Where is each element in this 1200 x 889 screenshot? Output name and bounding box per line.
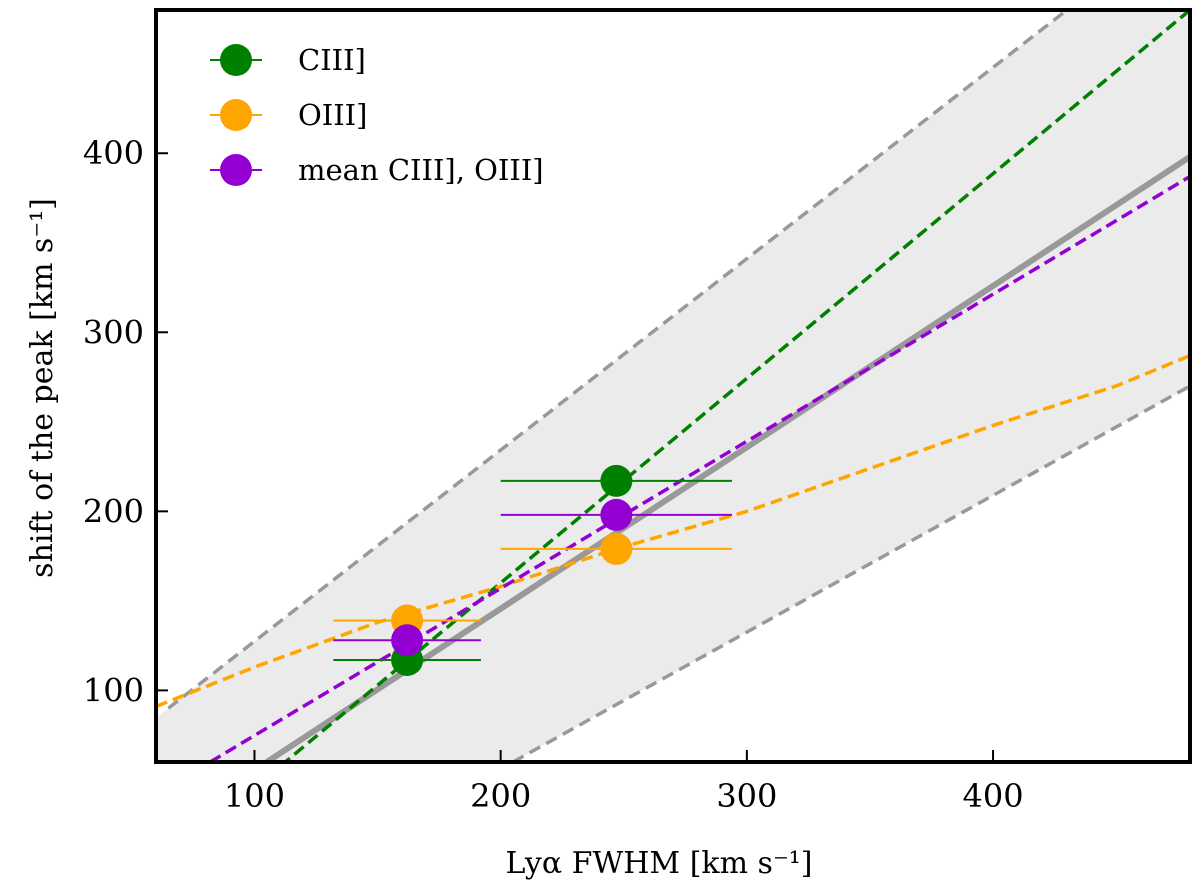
marker-series-0-point-1 bbox=[600, 464, 633, 497]
relation-band bbox=[156, 10, 1190, 762]
x-axis-title: Lyα FWHM [km s⁻¹] bbox=[505, 846, 812, 881]
marker-series-2-point-1 bbox=[600, 498, 633, 531]
relation-band-lower bbox=[512, 384, 1190, 762]
y-tick-label-2: 300 bbox=[83, 313, 144, 351]
marker-series-1-point-1 bbox=[600, 532, 633, 565]
legend-label-2: mean CIII], OIII] bbox=[298, 153, 544, 187]
legend-marker-0 bbox=[220, 44, 252, 76]
x-tick-label-1: 200 bbox=[470, 777, 531, 815]
y-tick-label-1: 200 bbox=[83, 492, 144, 530]
plot-frame bbox=[154, 8, 1192, 764]
x-tick-label-0: 100 bbox=[224, 777, 285, 815]
plot-area bbox=[156, 10, 1190, 762]
fit-line-series-1 bbox=[156, 353, 1190, 709]
legend-label-1: OIII] bbox=[298, 98, 367, 132]
y-tick-label-0: 100 bbox=[83, 671, 144, 709]
x-tick-label-2: 300 bbox=[716, 777, 777, 815]
marker-series-2-point-0 bbox=[391, 624, 424, 657]
axis-ticks: 100 200 300 400 100 200 300 400 bbox=[83, 134, 1024, 815]
fit-line-series-0 bbox=[282, 10, 1190, 762]
fit-line-series-2 bbox=[209, 174, 1190, 762]
y-tick-label-3: 400 bbox=[83, 134, 144, 172]
legend-label-0: CIII] bbox=[298, 43, 366, 77]
legend-marker-2 bbox=[220, 154, 252, 186]
x-tick-label-3: 400 bbox=[963, 777, 1024, 815]
legend-marker-1 bbox=[220, 99, 252, 131]
legend: CIII] OIII] mean CIII], OIII] bbox=[210, 43, 544, 187]
y-axis-title: shift of the peak [km s⁻¹] bbox=[25, 198, 60, 578]
